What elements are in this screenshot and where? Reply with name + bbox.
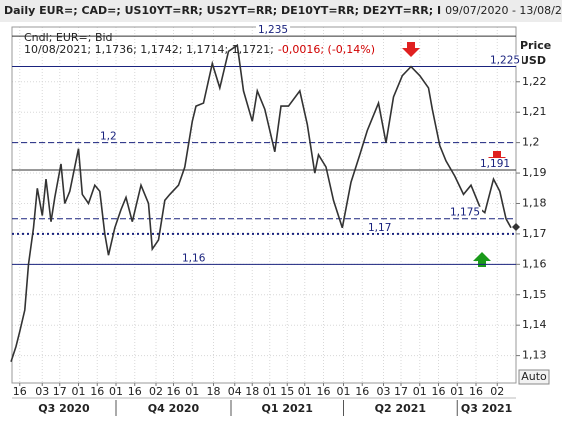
- level-label: 1,235: [258, 24, 288, 36]
- auto-button[interactable]: [518, 369, 550, 385]
- level-label-bg: [98, 130, 119, 142]
- level-label: 1,225: [490, 55, 520, 67]
- x-tick-label: 16: [469, 385, 483, 398]
- quarter-label: Q2 2021: [375, 402, 426, 415]
- x-tick-label: 15: [280, 385, 294, 398]
- legend-label: Cndl; EUR=; Bid: [24, 31, 113, 44]
- x-tick-label: 01: [72, 385, 86, 398]
- x-tick-label: 04: [228, 385, 242, 398]
- level-label-bg: [180, 252, 208, 264]
- y-tick-label: 1,2: [522, 136, 540, 149]
- title-bar: [0, 0, 562, 22]
- x-tick-label: 01: [298, 385, 312, 398]
- y-tick-label: 1,15: [522, 288, 547, 301]
- level-label-bg: [478, 158, 513, 170]
- x-tick-label: 01: [185, 385, 199, 398]
- x-tick-label: 01: [263, 385, 277, 398]
- y-tick-label: 1,22: [522, 75, 547, 88]
- x-tick-label: 03: [377, 385, 391, 398]
- level-label: 1,16: [182, 252, 206, 264]
- price-line: [10, 43, 512, 362]
- sell-arrow: [402, 42, 420, 57]
- y-tick-label: 1,14: [522, 318, 547, 331]
- y-tick-label: 1,19: [522, 166, 547, 179]
- level-label: 1,175: [450, 207, 480, 219]
- quarter-label: Q3 2020: [38, 402, 90, 415]
- auto-button-label[interactable]: Auto: [521, 370, 547, 383]
- x-tick-label: 16: [432, 385, 446, 398]
- quarter-label: Q3 2021: [461, 402, 512, 415]
- y-tick-label: 1,21: [522, 105, 547, 118]
- x-tick-label: 16: [355, 385, 369, 398]
- y-axis-label: Price: [520, 39, 551, 52]
- level-label: 1,191: [480, 158, 510, 170]
- level-label-bg: [366, 221, 394, 233]
- quarter-label: Q4 2020: [148, 402, 200, 415]
- y-tick-label: 1,13: [522, 349, 547, 362]
- y-tick-label: 1,17: [522, 227, 547, 240]
- x-tick-label: 01: [450, 385, 464, 398]
- x-tick-label: 03: [35, 385, 49, 398]
- x-tick-label: 18: [207, 385, 221, 398]
- last-price-marker: [512, 223, 520, 231]
- legend-ohlc: 10/08/2021; 1,1736; 1,1742; 1,1714; 1,17…: [24, 43, 274, 56]
- chart-subtitle: 09/07/2020 - 13/08/2021 (GMT): [445, 4, 562, 17]
- y-tick-label: 1,18: [522, 196, 547, 209]
- chart-title: Daily EUR=; CAD=; US10YT=RR; US2YT=RR; D…: [4, 4, 441, 17]
- level-label-bg: [448, 206, 483, 218]
- y-axis-unit: USD: [520, 54, 546, 67]
- x-tick-label: 01: [413, 385, 427, 398]
- level-label-bg: [488, 54, 523, 66]
- level-label: 1,17: [368, 222, 391, 234]
- x-tick-label: 17: [394, 385, 408, 398]
- legend-change: -0,0016; (-0,14%): [278, 43, 375, 56]
- x-tick-label: 16: [90, 385, 104, 398]
- x-tick-label: 16: [128, 385, 142, 398]
- x-tick-label: 16: [13, 385, 27, 398]
- level-label: 1,2: [100, 131, 117, 143]
- buy-arrow: [473, 252, 491, 267]
- x-tick-label: 01: [109, 385, 123, 398]
- quarter-label: Q1 2021: [262, 402, 313, 415]
- x-tick-label: 16: [167, 385, 181, 398]
- x-tick-label: 17: [53, 385, 67, 398]
- x-tick-label: 02: [490, 385, 504, 398]
- x-tick-label: 01: [337, 385, 351, 398]
- level-label-bg: [256, 24, 291, 36]
- x-tick-label: 16: [317, 385, 331, 398]
- y-tick-label: 1,16: [522, 257, 547, 270]
- x-tick-label: 02: [149, 385, 163, 398]
- x-tick-label: 18: [245, 385, 259, 398]
